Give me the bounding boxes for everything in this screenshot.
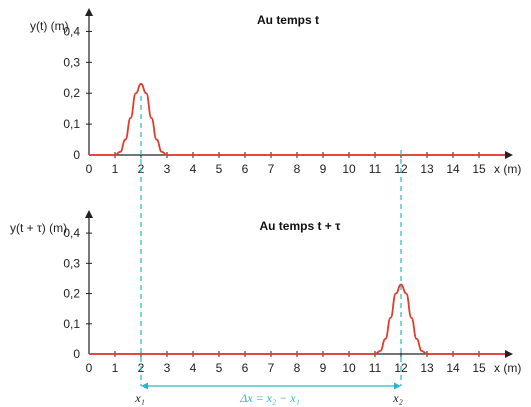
chart-top-title: Au temps t: [257, 13, 319, 27]
x-tick-label: 6: [242, 162, 249, 176]
y-axis-arrow: [85, 8, 93, 16]
y-tick-label: 0,3: [63, 256, 80, 270]
chart-bottom: Au temps t + τ y(t + τ) (m) x (m) 0 0,1 0,…: [10, 210, 521, 375]
chart-bottom-xlabel: x (m): [494, 361, 521, 375]
x-tick-label: 3: [164, 361, 171, 375]
x-tick-label: 11: [369, 162, 382, 176]
x-tick-label: 3: [164, 162, 171, 176]
x-tick-label: 9: [320, 361, 327, 375]
chart-top-xlabel: x (m): [494, 162, 521, 176]
x-tick-label: 5: [216, 162, 223, 176]
x-axis-arrow: [505, 350, 513, 358]
x-tick-label: 4: [190, 162, 197, 176]
chart-bottom-ylabel: y(t + τ) (m): [10, 221, 67, 235]
y-tick-label: 0,4: [63, 226, 80, 240]
y-tick-label: 0,2: [63, 287, 80, 301]
x-tick-label: 0: [86, 162, 93, 176]
delta-annotation: Δx = x₂ − x₁ x₁ x₂: [134, 382, 403, 405]
y-tick-label: 0,2: [63, 86, 80, 100]
x-tick-label: 14: [446, 361, 460, 375]
x-tick-label: 7: [268, 162, 275, 176]
y-tick-label: 0: [73, 148, 80, 162]
series-line: [88, 283, 505, 355]
delta-arrow-head-left: [141, 382, 148, 390]
y-tick-label: 0,1: [63, 317, 80, 331]
x-tick-label: 5: [216, 361, 223, 375]
x-axis-arrow: [505, 151, 513, 159]
chart-top-ylabel: y(t) (m): [30, 19, 69, 33]
x-tick-label: 1: [112, 162, 119, 176]
x-tick-label: 15: [472, 162, 486, 176]
x-tick-label: 10: [342, 162, 356, 176]
y-tick-label: 0,3: [63, 55, 80, 69]
x-tick-label: 8: [294, 162, 301, 176]
x-tick-label: 7: [268, 361, 275, 375]
x-tick-label: 13: [420, 162, 434, 176]
y-tick-label: 0,1: [63, 117, 80, 131]
x-tick-label: 10: [342, 361, 356, 375]
x2-label: x₂: [392, 391, 403, 405]
x-tick-label: 6: [242, 361, 249, 375]
y-axis-arrow: [85, 210, 93, 218]
delta-label: Δx = x₂ − x₁: [239, 391, 300, 405]
x-tick-label: 8: [294, 361, 301, 375]
x1-label: x₁: [134, 391, 145, 405]
x-tick-label: 9: [320, 162, 327, 176]
x-tick-label: 4: [190, 361, 197, 375]
chart-bottom-title: Au temps t + τ: [259, 219, 341, 233]
x-tick-label: 11: [369, 361, 382, 375]
x-tick-label: 0: [86, 361, 93, 375]
x-tick-label: 14: [446, 162, 460, 176]
x-tick-label: 15: [472, 361, 486, 375]
delta-arrow-head-right: [394, 382, 401, 390]
y-tick-label: 0: [73, 347, 80, 361]
x-tick-label: 13: [420, 361, 434, 375]
series-line: [89, 83, 505, 156]
chart-top: Au temps t y(t) (m) x (m) 00,10,20,30,4 …: [30, 8, 521, 176]
y-tick-label: 0,4: [63, 24, 80, 38]
x-tick-label: 1: [112, 361, 119, 375]
